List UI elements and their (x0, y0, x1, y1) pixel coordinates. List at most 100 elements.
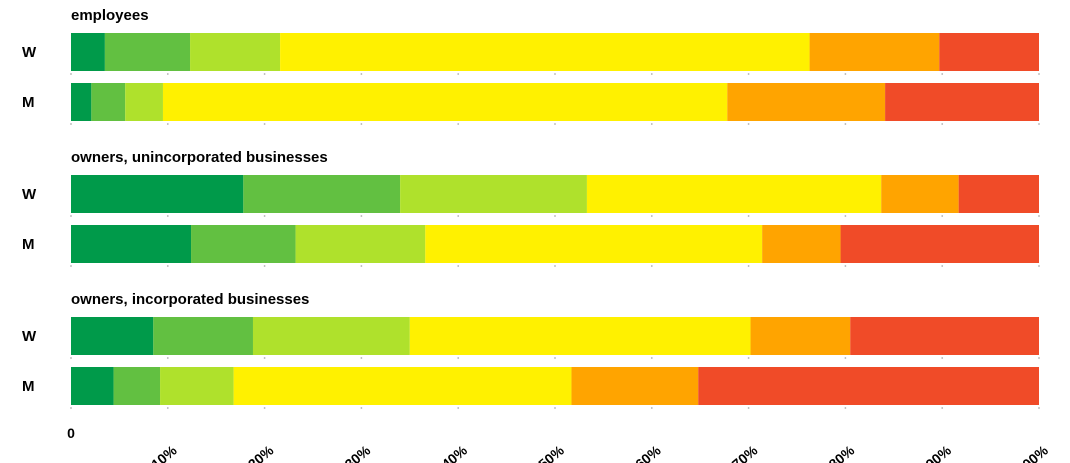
tick-mark (554, 73, 556, 75)
tick-mark (70, 215, 72, 217)
tick-mark (747, 407, 750, 409)
tick-mark (360, 123, 363, 125)
tick-mark (166, 357, 169, 359)
tick-mark (263, 265, 266, 267)
tick-mark (360, 407, 363, 409)
tick-mark (263, 73, 266, 75)
tick-mark (844, 357, 847, 359)
bar-segment (885, 83, 1039, 121)
tick-mark (1038, 407, 1040, 409)
bar-segment (160, 367, 234, 405)
tick-mark (457, 265, 460, 267)
tick-mark (457, 123, 460, 125)
bar-segment (958, 175, 1039, 213)
bar-segment (409, 317, 751, 355)
x-tick-label: 50% (535, 442, 567, 463)
bar-segment (153, 317, 253, 355)
tick-mark (844, 123, 847, 125)
tick-mark (263, 215, 266, 217)
tick-mark (650, 357, 653, 359)
bar-segment (400, 175, 587, 213)
tick-mark (360, 265, 363, 267)
x-tick-label: 30% (342, 442, 374, 463)
tick-mark (70, 407, 72, 409)
row-label: W (22, 44, 37, 61)
tick-mark (166, 215, 169, 217)
bar-segment (809, 33, 940, 71)
tick-mark (263, 357, 266, 359)
tick-mark (747, 265, 750, 267)
tick-mark (554, 123, 556, 125)
tick-mark (941, 407, 944, 409)
row-label: W (22, 186, 37, 203)
tick-mark (650, 73, 653, 75)
tick-mark (941, 123, 944, 125)
bar-segment (939, 33, 1039, 71)
bar-segment (113, 367, 161, 405)
x-tick-label: 70% (729, 442, 761, 463)
bar-segment (840, 225, 1039, 263)
tick-mark (747, 123, 750, 125)
bar-segment (295, 225, 426, 263)
tick-mark (166, 73, 169, 75)
x-tick-label: 80% (826, 442, 858, 463)
tick-mark (1038, 123, 1040, 125)
tick-mark (554, 215, 556, 217)
tick-mark (70, 265, 72, 267)
bar-segment (881, 175, 959, 213)
tick-mark (360, 73, 363, 75)
bar-segment (698, 367, 1039, 405)
tick-mark (457, 357, 460, 359)
bar-segment (125, 83, 163, 121)
tick-mark (263, 407, 266, 409)
tick-mark (457, 215, 460, 217)
row-label: W (22, 328, 37, 345)
bar-segment (190, 33, 281, 71)
tick-mark (941, 215, 944, 217)
x-tick-label: 40% (438, 442, 470, 463)
bar-segment (71, 367, 114, 405)
tick-mark (844, 265, 847, 267)
x-tick-label: 0 (67, 425, 75, 441)
row-label: M (22, 94, 35, 111)
tick-mark (457, 407, 460, 409)
tick-mark (554, 357, 556, 359)
bar-segment (762, 225, 841, 263)
bar-segment (233, 367, 572, 405)
tick-mark (1038, 73, 1040, 75)
tick-mark (166, 123, 169, 125)
bar-segment (71, 83, 92, 121)
tick-mark (650, 407, 653, 409)
tick-mark (1038, 215, 1040, 217)
x-tick-label: 20% (245, 442, 277, 463)
tick-mark (554, 407, 556, 409)
tick-mark (747, 215, 750, 217)
tick-mark (360, 357, 363, 359)
tick-mark (263, 123, 266, 125)
tick-mark (747, 73, 750, 75)
bar-segment (586, 175, 882, 213)
x-tick-label: 10% (148, 442, 180, 463)
row-label: M (22, 236, 35, 253)
tick-mark (650, 265, 653, 267)
bar-segment (71, 33, 105, 71)
group-title: owners, unincorporated businesses (71, 149, 328, 166)
bar-segment (850, 317, 1039, 355)
bar-segment (750, 317, 851, 355)
tick-mark (70, 123, 72, 125)
tick-mark (941, 357, 944, 359)
tick-mark (70, 73, 72, 75)
tick-mark (650, 123, 653, 125)
tick-mark (166, 265, 169, 267)
x-tick-label: 90% (922, 442, 954, 463)
x-tick-label: 100% (1013, 442, 1051, 463)
group-title: owners, incorporated businesses (71, 291, 309, 308)
bar-segment (727, 83, 886, 121)
tick-mark (1038, 357, 1040, 359)
tick-mark (941, 265, 944, 267)
tick-mark (360, 215, 363, 217)
group-title: employees (71, 7, 149, 24)
bar-segment (104, 33, 191, 71)
tick-mark (844, 215, 847, 217)
tick-mark (941, 73, 944, 75)
